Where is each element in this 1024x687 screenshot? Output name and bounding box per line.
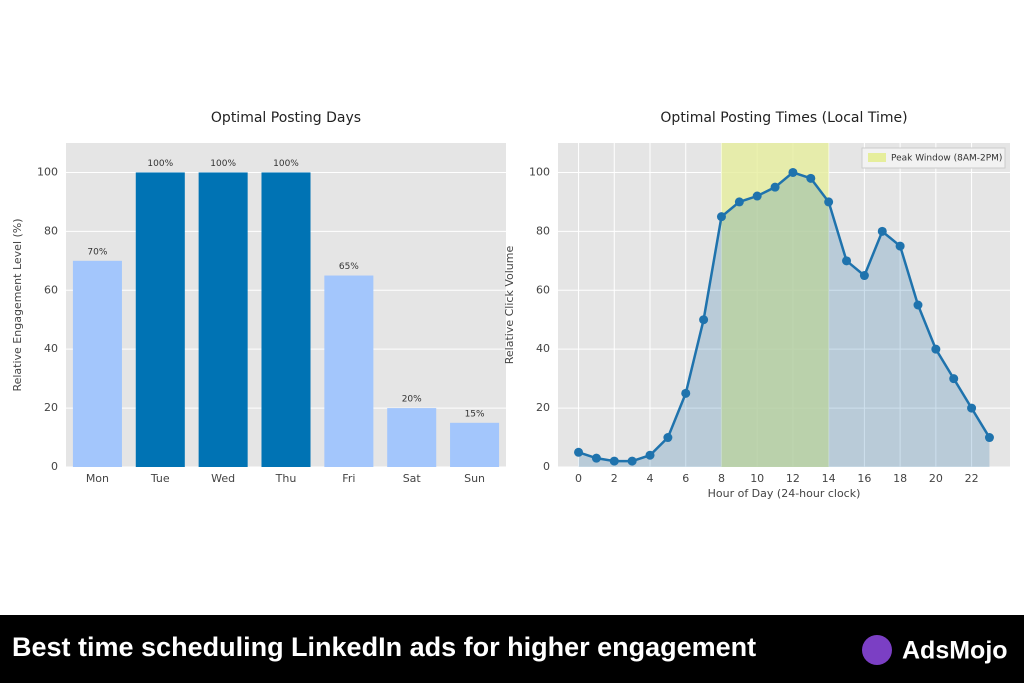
banner-title: Best time scheduling LinkedIn ads for hi… <box>12 632 756 662</box>
x-tick-label: Tue <box>150 472 170 485</box>
y-tick-label: 0 <box>51 460 58 473</box>
bar <box>387 408 437 467</box>
chart-title: Optimal Posting Times (Local Time) <box>660 110 907 126</box>
y-tick-label: 40 <box>44 342 58 355</box>
point <box>788 167 798 177</box>
y-axis-label: Relative Click Volume <box>503 246 516 365</box>
y-tick-label: 80 <box>536 224 550 237</box>
point <box>913 300 923 310</box>
point <box>859 271 869 281</box>
point <box>984 433 994 443</box>
y-tick-label: 20 <box>536 401 550 414</box>
y-tick-label: 0 <box>543 460 550 473</box>
peak-span <box>721 143 829 467</box>
y-tick-label: 100 <box>529 165 550 178</box>
x-tick-label: 0 <box>575 472 582 485</box>
point <box>663 433 673 443</box>
x-tick-label: 16 <box>857 472 871 485</box>
bar <box>72 260 122 467</box>
bar <box>135 172 185 468</box>
y-tick-label: 20 <box>44 401 58 414</box>
brand-icon <box>862 635 892 665</box>
point <box>574 447 584 457</box>
x-tick-label: 12 <box>786 472 800 485</box>
brand-name: AdsMojo <box>902 637 1008 665</box>
point <box>806 173 816 183</box>
point <box>967 403 977 413</box>
y-axis-label: Relative Engagement Level (%) <box>11 218 24 391</box>
value-label: 65% <box>339 262 359 272</box>
point <box>824 197 834 207</box>
y-tick-label: 40 <box>536 342 550 355</box>
x-tick-label: 6 <box>682 472 689 485</box>
point <box>699 315 709 325</box>
y-tick-label: 60 <box>44 283 58 296</box>
point <box>931 344 941 354</box>
x-tick-label: 18 <box>893 472 907 485</box>
bar <box>450 422 500 467</box>
point <box>681 388 691 398</box>
banner <box>0 615 1024 683</box>
value-label: 100% <box>210 159 236 169</box>
point <box>716 212 726 222</box>
value-label: 20% <box>402 395 422 405</box>
point <box>842 256 852 266</box>
x-tick-label: 22 <box>965 472 979 485</box>
x-tick-label: Sat <box>403 472 422 485</box>
area <box>578 172 990 468</box>
x-tick-label: Wed <box>211 472 235 485</box>
legend-box <box>861 147 1006 169</box>
point <box>770 182 780 192</box>
point <box>591 453 601 463</box>
chart-title: Optimal Posting Days <box>211 110 361 126</box>
legend-swatch <box>868 153 886 162</box>
x-tick-label: Mon <box>86 472 109 485</box>
point <box>895 241 905 251</box>
bar <box>198 172 248 468</box>
x-tick-label: Sun <box>464 472 485 485</box>
x-axis-label: Hour of Day (24-hour clock) <box>708 487 861 500</box>
y-tick-label: 100 <box>37 165 58 178</box>
point <box>645 450 655 460</box>
y-tick-label: 60 <box>536 283 550 296</box>
point <box>627 456 637 466</box>
point <box>949 374 959 384</box>
legend-label: Peak Window (8AM-2PM) <box>891 154 1002 164</box>
value-label: 100% <box>273 159 299 169</box>
point <box>877 226 887 236</box>
x-tick-label: Fri <box>342 472 355 485</box>
x-tick-label: 20 <box>929 472 943 485</box>
point <box>752 191 762 201</box>
point <box>734 197 744 207</box>
x-tick-label: 8 <box>718 472 725 485</box>
value-label: 15% <box>465 409 485 419</box>
x-tick-label: 14 <box>822 472 836 485</box>
x-tick-label: Thu <box>275 472 297 485</box>
value-label: 70% <box>87 247 107 257</box>
x-tick-label: 10 <box>750 472 764 485</box>
bar <box>261 172 311 468</box>
x-tick-label: 4 <box>647 472 654 485</box>
bar <box>324 275 374 467</box>
value-label: 100% <box>147 159 173 169</box>
y-tick-label: 80 <box>44 224 58 237</box>
point <box>609 456 619 466</box>
x-tick-label: 2 <box>611 472 618 485</box>
